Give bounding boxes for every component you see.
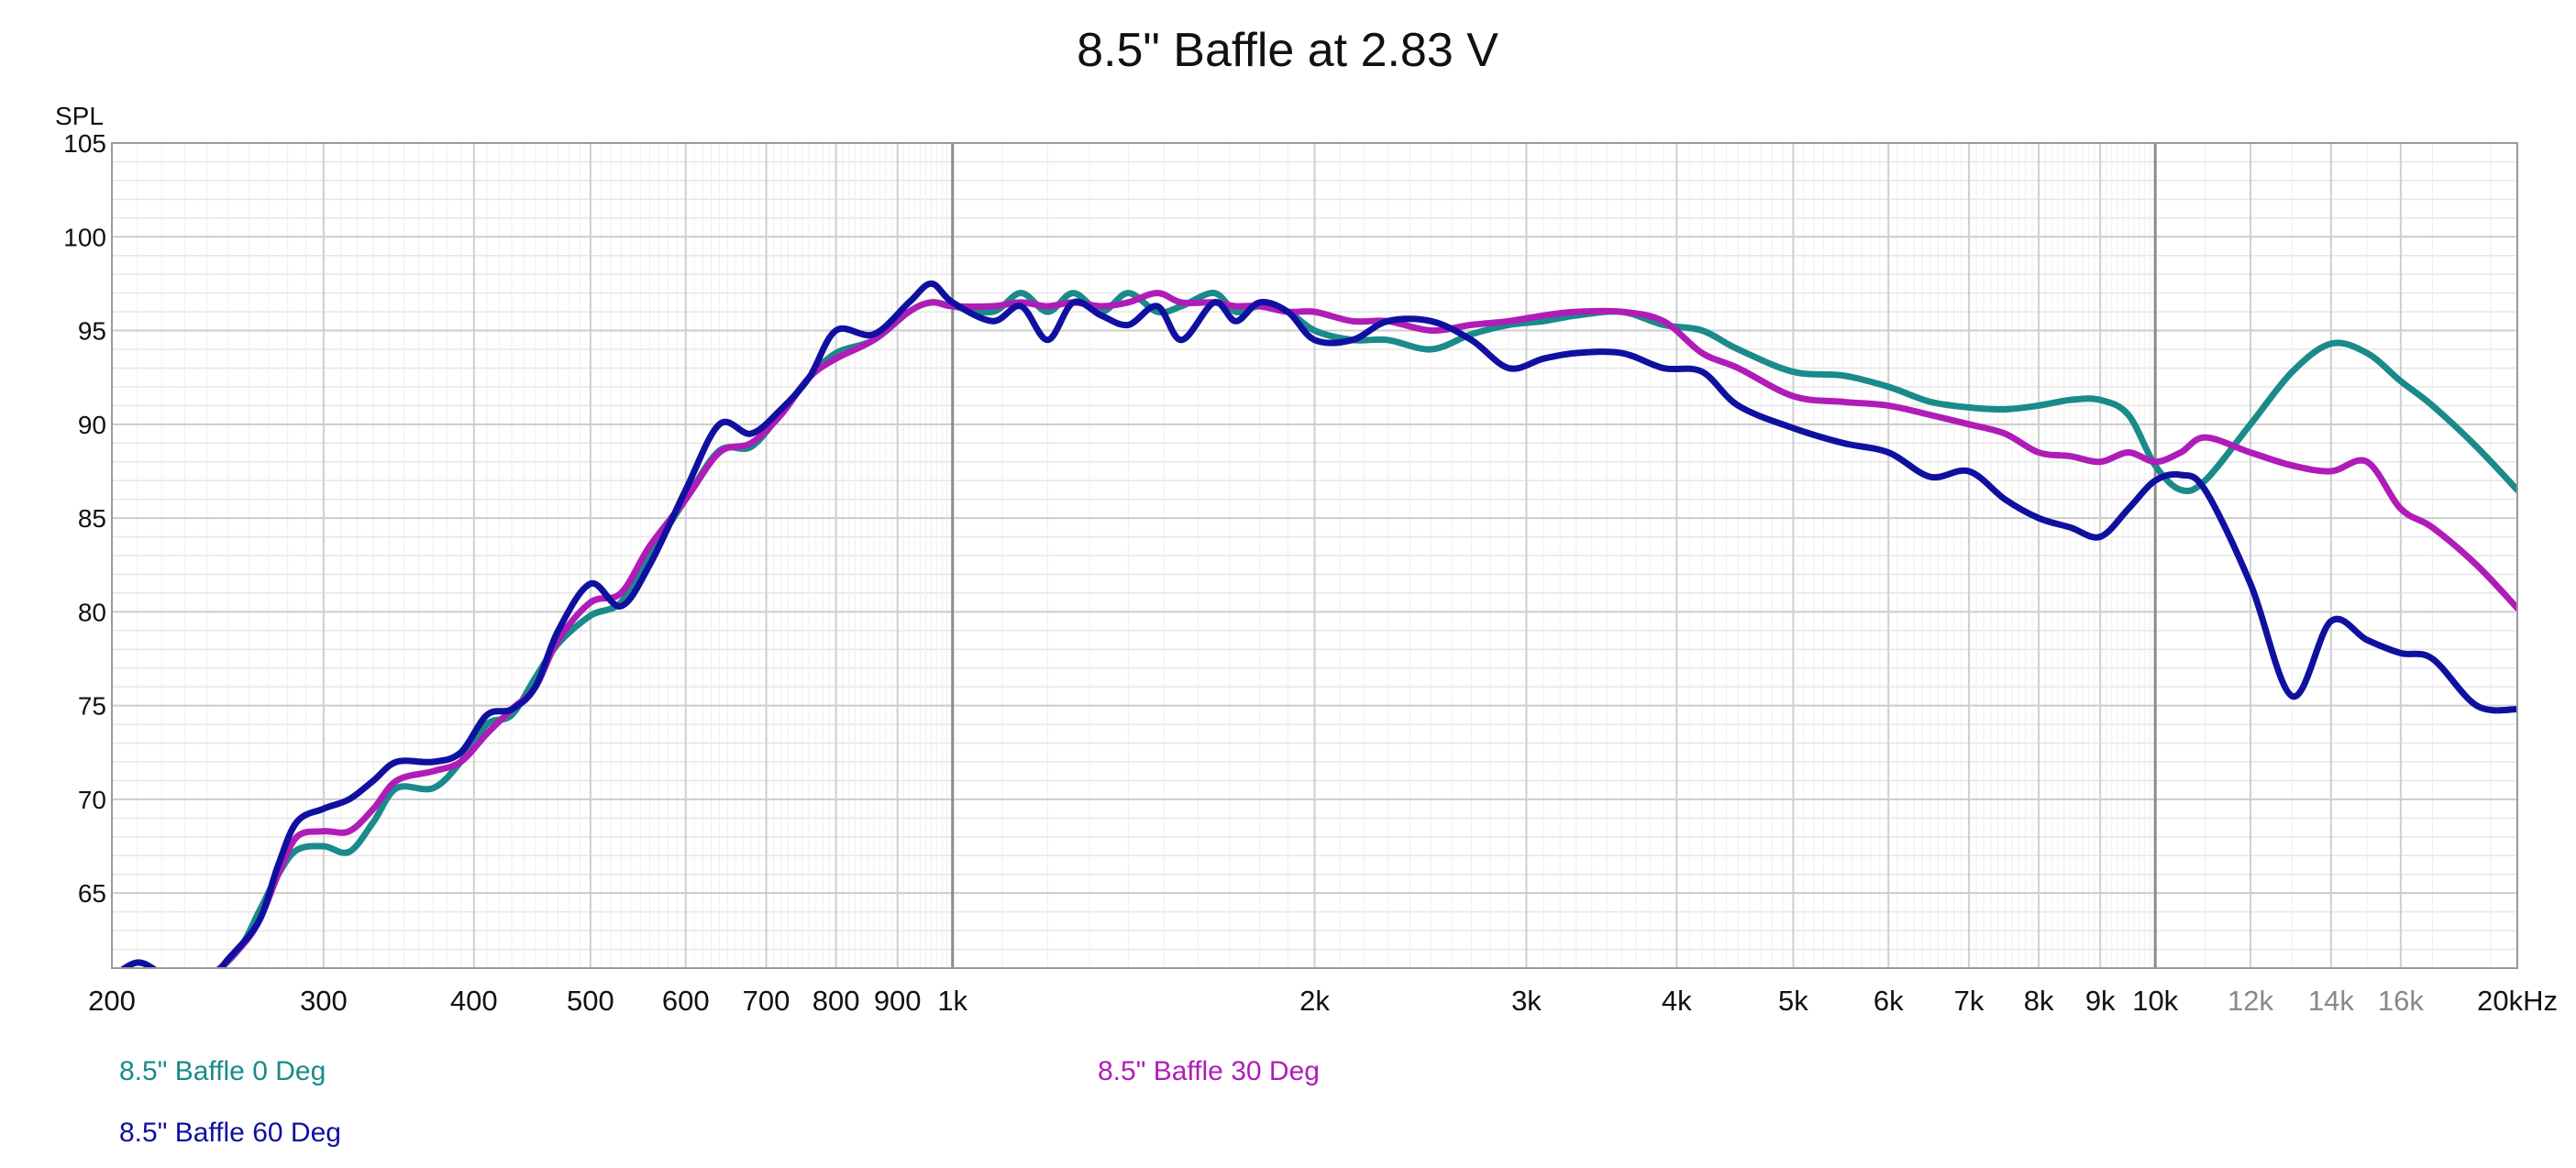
y-tick-labels: 65 70 75 80 85 90 95 100 105 [63, 129, 106, 908]
x-tick-label: 8k [2024, 985, 2054, 1017]
x-tick-label: 1k [937, 985, 967, 1017]
x-tick-label: 2k [1299, 985, 1330, 1017]
series-line-2 [118, 280, 2517, 968]
y-tick-label: 95 [78, 317, 106, 346]
y-tick-label: 85 [78, 504, 106, 533]
x-tick-label: 200 [88, 985, 136, 1017]
y-tick-label: 80 [78, 598, 106, 626]
x-tick-label: 6k [1874, 985, 1904, 1017]
series-layer [118, 280, 2517, 968]
x-tick-label: 16k [2378, 985, 2424, 1017]
plot-frame [111, 142, 2518, 969]
y-tick-label: 100 [63, 223, 106, 251]
x-tick-label: 800 [813, 985, 860, 1017]
x-tick-label: 900 [874, 985, 922, 1017]
x-tick-label: 3k [1511, 985, 1542, 1017]
x-tick-label: 600 [662, 985, 710, 1017]
x-tick-label: 500 [567, 985, 614, 1017]
y-tick-label: 75 [78, 692, 106, 721]
x-tick-label: 12k [2228, 985, 2273, 1017]
x-tick-label: 9k [2085, 985, 2116, 1017]
x-tick-label: 4k [1662, 985, 1692, 1017]
x-tick-labels: 200 300 400 500 600 700 800 900 1k 2k 3k 4k 5k 6k 7k 8k… [88, 985, 2558, 1017]
x-tick-label: 5k [1778, 985, 1808, 1017]
legend: 8.5" Baffle 0 Deg 8.5" Baffle 30 Deg 8.5… [119, 1056, 1320, 1148]
legend-entry-0-deg: 8.5" Baffle 0 Deg [119, 1056, 326, 1086]
x-tick-label: 400 [450, 985, 498, 1017]
legend-entry-60-deg: 8.5" Baffle 60 Deg [119, 1118, 341, 1148]
x-tick-label: 14k [2308, 985, 2354, 1017]
x-tick-label: 10k [2132, 985, 2178, 1017]
y-tick-label: 90 [78, 411, 106, 439]
chart-title: 8.5" Baffle at 2.83 V [1077, 24, 1498, 77]
x-tick-label: 700 [743, 985, 790, 1017]
x-tick-label: 20kHz [2477, 985, 2558, 1017]
x-tick-label: 7k [1954, 985, 1985, 1017]
y-tick-label: 70 [78, 786, 106, 814]
y-axis-label: SPL [55, 102, 104, 130]
series-line-1 [215, 290, 2517, 968]
y-tick-label: 65 [78, 879, 106, 908]
legend-entry-30-deg: 8.5" Baffle 30 Deg [1098, 1056, 1320, 1086]
y-tick-label: 105 [63, 129, 106, 158]
x-tick-label: 300 [300, 985, 348, 1017]
